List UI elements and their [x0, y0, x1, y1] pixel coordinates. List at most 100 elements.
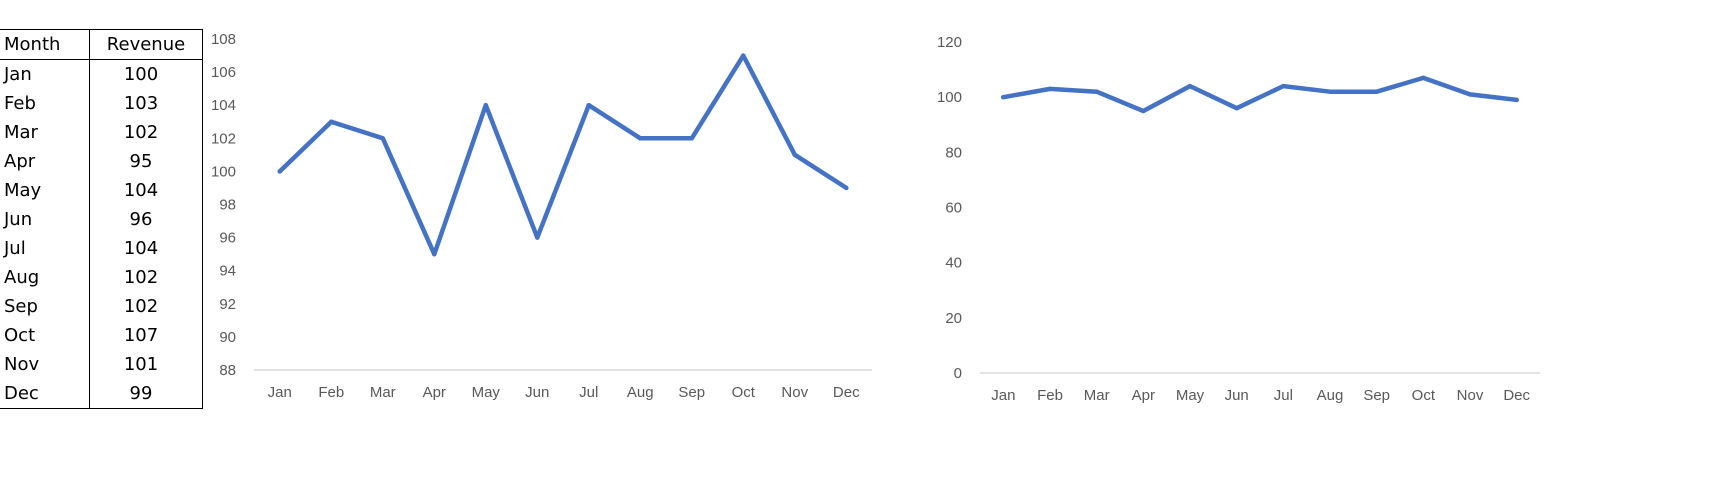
revenue-cell: 95 [129, 151, 153, 172]
data-point [1281, 83, 1286, 89]
y-tick-label: 100 [211, 163, 236, 180]
data-point [277, 169, 282, 174]
x-tick-label: Sep [678, 384, 705, 401]
data-point [792, 152, 797, 158]
table-row: Sep 102 [0, 292, 203, 321]
data-point [1047, 86, 1053, 92]
table-row: Jun 96 [0, 205, 203, 234]
data-point [844, 185, 849, 191]
y-tick-label: 104 [211, 97, 236, 114]
data-point [1514, 97, 1519, 103]
x-tick-label: May [1176, 387, 1205, 404]
y-tick-label: 102 [211, 130, 236, 147]
y-tick-label: 94 [219, 263, 236, 280]
table-row: Oct 107 [0, 321, 203, 350]
data-point [1421, 75, 1426, 81]
y-tick-label: 98 [219, 197, 236, 214]
data-point [329, 119, 334, 124]
y-tick-label: 108 [211, 31, 236, 48]
y-tick-label: 90 [219, 329, 236, 346]
month-cell: Jun [0, 205, 90, 234]
month-cell: Jul [0, 234, 90, 263]
revenue-line-chart-zoomed: 88 90 92 94 96 98 100 102 104 106 108 Jan Feb Mar Apr M… [211, 31, 872, 401]
data-point [1234, 106, 1239, 111]
table-row: Dec 99 [0, 379, 203, 409]
table-row: Feb 103 [0, 89, 203, 118]
revenue-cell: 102 [123, 122, 159, 143]
revenue-cell: 104 [123, 238, 159, 259]
x-tick-label: Jul [1274, 387, 1293, 404]
x-tick-label: Feb [1037, 387, 1063, 404]
x-tick-label: Sep [1363, 387, 1390, 404]
revenue-cell: 107 [123, 325, 159, 346]
y-tick-label: 40 [945, 255, 962, 272]
data-point [380, 136, 385, 141]
month-cell: Feb [0, 89, 90, 118]
y-tick-label: 88 [219, 362, 236, 379]
revenue-cell: 103 [123, 93, 159, 114]
table-row: May 104 [0, 176, 203, 205]
x-tick-label: Dec [833, 384, 860, 401]
revenue-data-table: Month Revenue Jan 100 Feb 103 Mar 102 Apr 95 May… [0, 29, 203, 409]
data-point [689, 136, 694, 141]
table-row: Jan 100 [0, 59, 203, 89]
table-header-row: Month Revenue [0, 29, 203, 60]
month-cell: Dec [0, 379, 90, 409]
table-body: Jan 100 Feb 103 Mar 102 Apr 95 May 104 Jun 96 Jul 104… [0, 59, 203, 409]
data-point [1094, 89, 1099, 94]
x-tick-label: Aug [627, 384, 654, 401]
y-tick-label: 100 [937, 89, 962, 106]
month-cell: Mar [0, 118, 90, 147]
x-tick-label: Dec [1503, 387, 1530, 404]
data-point [1467, 92, 1473, 97]
x-tick-label: Feb [318, 384, 344, 401]
data-point [483, 103, 488, 108]
y-tick-label: 92 [219, 296, 236, 313]
x-tick-label: Mar [1084, 387, 1110, 404]
data-point [586, 103, 591, 108]
y-tick-label: 20 [945, 310, 962, 327]
y-tick-label: 120 [937, 34, 962, 51]
x-tick-label: Oct [1412, 387, 1436, 404]
revenue-series-line [277, 53, 849, 257]
x-tick-label: May [472, 384, 501, 401]
data-point [1327, 89, 1333, 94]
revenue-line-chart-full-scale: 0 20 40 60 80 100 120 Jan Feb Mar Apr May Jun Jul Aug S… [937, 34, 1540, 404]
revenue-cell: 102 [123, 296, 159, 317]
revenue-cell: 102 [123, 267, 159, 288]
revenue-cell: 104 [123, 180, 159, 201]
x-tick-label: Nov [1457, 387, 1484, 404]
month-cell: Nov [0, 350, 90, 379]
data-point [1141, 108, 1146, 114]
x-tick-label: Jun [1225, 387, 1249, 404]
month-cell: Apr [0, 147, 90, 176]
month-cell: Oct [0, 321, 90, 350]
x-tick-label: Jan [991, 387, 1015, 404]
x-tick-label: Jan [268, 384, 292, 401]
table-row: Aug 102 [0, 263, 203, 292]
table-row: Mar 102 [0, 118, 203, 147]
table-row: Apr 95 [0, 147, 203, 176]
month-cell: Sep [0, 292, 90, 321]
x-tick-label: Apr [423, 384, 446, 401]
month-cell: Aug [0, 263, 90, 292]
revenue-cell: 99 [129, 383, 153, 404]
y-tick-label: 80 [945, 144, 962, 161]
y-tick-label: 106 [211, 64, 236, 81]
data-point [1374, 89, 1379, 94]
x-tick-label: Jun [525, 384, 549, 401]
y-tick-label: 60 [945, 200, 962, 217]
month-column-header: Month [0, 29, 90, 60]
revenue-cell: 96 [129, 209, 153, 230]
x-tick-label: Aug [1317, 387, 1344, 404]
data-point [535, 235, 540, 240]
revenue-column-header: Revenue [89, 29, 203, 60]
x-tick-label: Oct [732, 384, 756, 401]
x-tick-label: Jul [579, 384, 598, 401]
revenue-cell: 100 [123, 64, 159, 85]
revenue-series-line [1001, 75, 1519, 114]
table-row: Nov 101 [0, 350, 203, 379]
data-point [1001, 94, 1006, 100]
y-tick-label: 0 [954, 365, 962, 382]
data-point [432, 251, 437, 257]
